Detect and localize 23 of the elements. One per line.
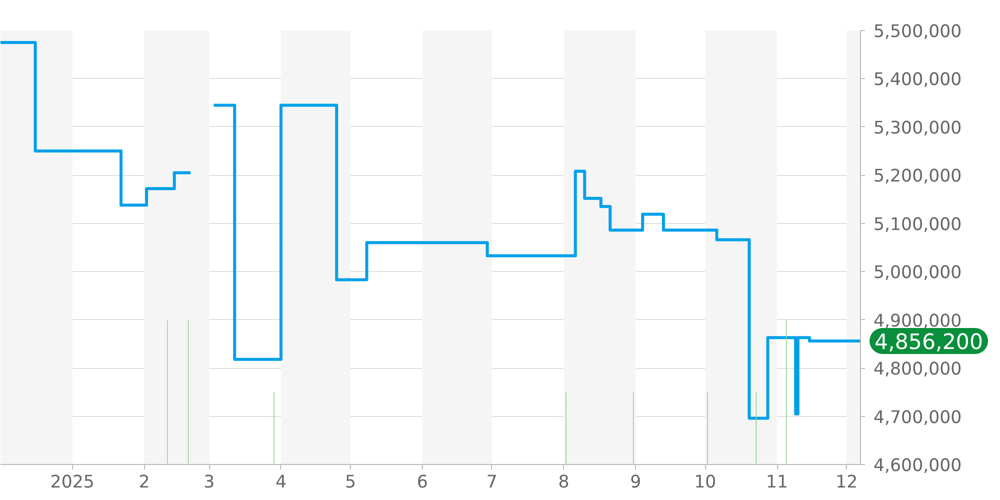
x-tick-label: 11 <box>766 472 788 492</box>
x-tick-label: 3 <box>204 472 215 492</box>
x-tick-label: 4 <box>275 472 287 492</box>
y-tick-label: 4,900,000 <box>874 311 962 332</box>
y-tick-label: 5,200,000 <box>874 166 962 187</box>
y-tick-label: 4,700,000 <box>874 408 962 428</box>
x-tick-label: 5 <box>345 472 356 492</box>
y-tick-label: 4,800,000 <box>874 360 962 380</box>
x-tick-label: 9 <box>630 472 642 492</box>
y-tick-label: 4,600,000 <box>874 456 962 476</box>
y-tick-label: 5,500,000 <box>874 22 962 42</box>
x-tick-label: 2 <box>138 472 150 492</box>
y-tick-label: 5,300,000 <box>874 118 962 138</box>
annotation: 4,856,200 <box>874 330 984 355</box>
y-tick-label: 5,400,000 <box>874 70 962 90</box>
x-tick-label: 10 <box>694 472 716 492</box>
y-tick-label: 5,000,000 <box>874 263 962 284</box>
x-tick-label: 6 <box>416 472 428 492</box>
x-tick-label: 2025 <box>50 472 94 492</box>
x-tick-label: 7 <box>486 472 498 492</box>
y-tick-label: 5,100,000 <box>874 214 962 235</box>
x-tick-label: 12 <box>836 472 858 492</box>
x-tick-label: 8 <box>558 472 570 492</box>
